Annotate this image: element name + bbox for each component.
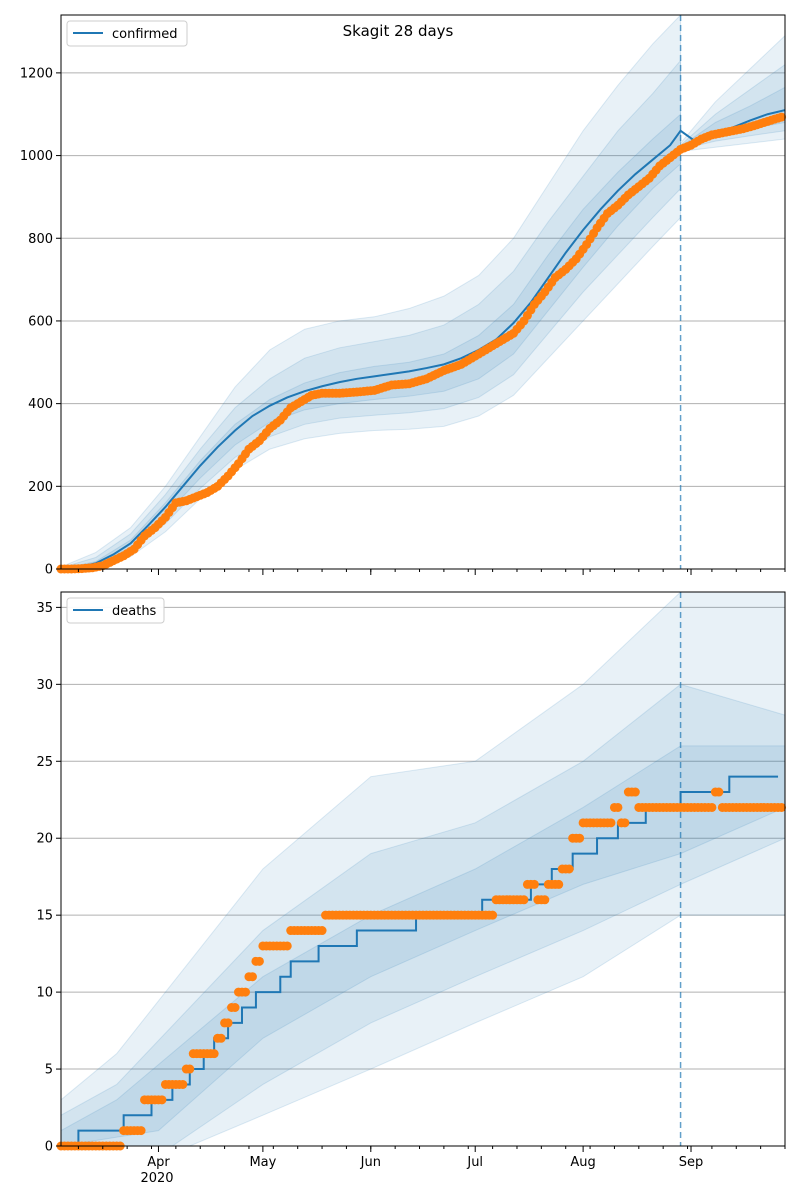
observed-point xyxy=(714,787,724,797)
observed-point xyxy=(519,895,529,905)
y-tick-label: 20 xyxy=(36,832,53,847)
observed-point xyxy=(777,112,787,122)
observed-point xyxy=(606,818,616,828)
y-tick-label: 15 xyxy=(36,909,53,924)
y-tick-label: 800 xyxy=(28,232,53,247)
x-tick-label: Aug xyxy=(570,1155,595,1170)
uncertainty-bands xyxy=(61,15,785,569)
observed-point xyxy=(247,972,257,982)
observed-point xyxy=(223,1018,233,1028)
y-tick-label: 400 xyxy=(28,397,53,412)
plot-frame xyxy=(60,14,786,570)
y-tick-label: 0 xyxy=(45,563,53,578)
legend-label: deaths xyxy=(112,604,157,619)
observed-point xyxy=(613,802,623,812)
month-labels: Apr May Jun Jul Aug Sep xyxy=(147,1155,703,1170)
observed-point xyxy=(488,910,498,920)
observed-point xyxy=(630,787,640,797)
x-axis-ticks xyxy=(77,1146,786,1152)
observed-point xyxy=(209,1049,219,1059)
observed-point xyxy=(136,1126,146,1136)
observed-point xyxy=(777,802,787,812)
x-tick-label: Jul xyxy=(466,1155,483,1170)
observed-point xyxy=(554,879,564,889)
y-axis-ticks: 0 5 10 15 20 25 30 35 xyxy=(36,601,61,1155)
deaths-panel: 0 5 10 15 20 25 30 35 deaths Apr May Jun Jul Aug Sep… xyxy=(36,591,787,1186)
x-tick-label: May xyxy=(249,1155,276,1170)
confirmed-panel: 0 200 400 600 800 1000 1200 confirmed xyxy=(20,14,787,578)
observed-point xyxy=(540,895,550,905)
x-tick-label: Apr xyxy=(147,1155,170,1170)
observed-point xyxy=(564,864,574,874)
observed-point xyxy=(529,879,539,889)
uncertainty-band xyxy=(61,113,682,569)
legend: deaths xyxy=(66,597,165,624)
plot-frame xyxy=(60,591,786,1147)
confirmed-model-line xyxy=(61,109,785,569)
legend: confirmed xyxy=(66,20,188,47)
y-tick-label: 200 xyxy=(28,480,53,495)
chart-title: Skagit 28 days xyxy=(343,22,454,40)
y-tick-label: 0 xyxy=(45,1140,53,1155)
uncertainty-band xyxy=(61,745,785,1146)
x-axis-ticks xyxy=(77,569,786,575)
y-tick-label: 35 xyxy=(36,601,53,616)
y-tick-label: 30 xyxy=(36,678,53,693)
observed-point xyxy=(317,926,327,936)
observed-point xyxy=(575,833,585,843)
y-tick-label: 1000 xyxy=(20,149,53,164)
observed-point xyxy=(707,802,717,812)
observed-point xyxy=(620,818,630,828)
x-tick-label: Sep xyxy=(679,1155,704,1170)
observed-point xyxy=(185,1064,195,1074)
y-tick-label: 10 xyxy=(36,986,53,1001)
year-label: 2020 xyxy=(140,1171,173,1186)
observed-point xyxy=(157,1095,167,1105)
uncertainty-bands xyxy=(61,592,785,1146)
observed-point xyxy=(230,1003,240,1012)
y-axis-ticks: 0 200 400 600 800 1000 1200 xyxy=(20,66,61,578)
x-tick-label: Jun xyxy=(360,1155,381,1170)
y-tick-label: 25 xyxy=(36,755,53,770)
observed-point xyxy=(240,987,250,997)
observed-point xyxy=(178,1079,188,1089)
observed-point xyxy=(282,941,292,951)
legend-label: confirmed xyxy=(112,27,178,42)
observed-point xyxy=(216,1033,226,1043)
y-tick-label: 600 xyxy=(28,314,53,329)
y-tick-label: 1200 xyxy=(20,66,53,81)
y-tick-label: 5 xyxy=(45,1063,53,1078)
observed-point xyxy=(254,956,264,966)
confirmed-observed-points xyxy=(56,112,787,574)
